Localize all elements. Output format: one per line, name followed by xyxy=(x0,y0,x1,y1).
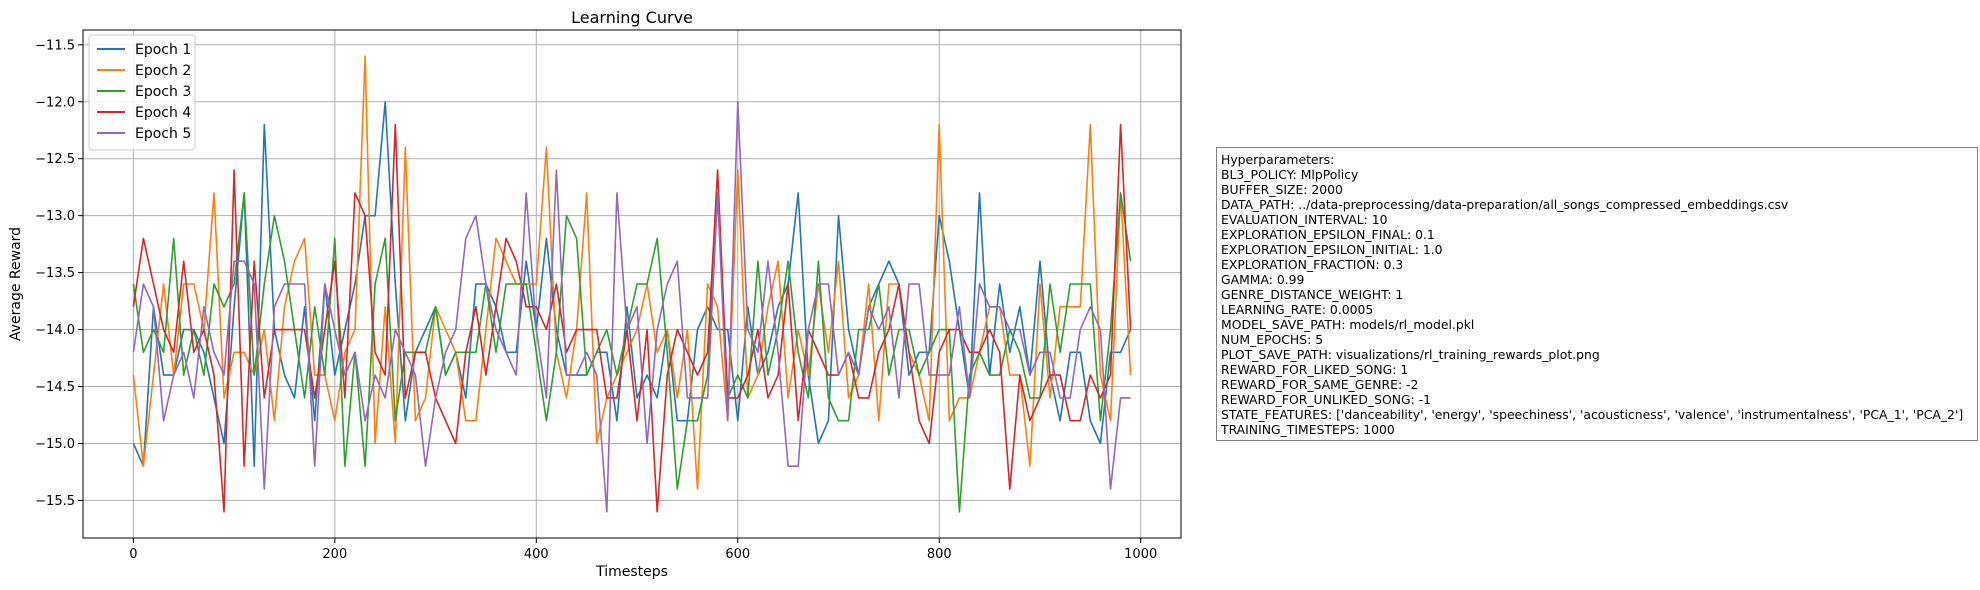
series-line-epoch-3 xyxy=(132,192,1132,513)
hyperparameter-line: REWARD_FOR_UNLIKED_SONG: -1 xyxy=(1221,392,1432,407)
legend-label: Epoch 1 xyxy=(135,42,191,58)
y-tick-label: −12.0 xyxy=(35,95,75,110)
hyperparameter-line: GAMMA: 0.99 xyxy=(1221,272,1305,287)
x-tick-label: 200 xyxy=(322,547,347,562)
hyperparameter-line: REWARD_FOR_LIKED_SONG: 1 xyxy=(1221,362,1409,377)
y-tick-label: −15.0 xyxy=(35,437,75,452)
legend: Epoch 1 Epoch 2 Epoch 3 Epoch 4 Epoch 5 xyxy=(88,34,196,151)
hyperparameter-line: DATA_PATH: ../data-preprocessing/data-pr… xyxy=(1221,197,1789,212)
y-tick-label: −13.0 xyxy=(35,209,75,224)
hyperparameter-line: REWARD_FOR_SAME_GENRE: -2 xyxy=(1221,377,1419,392)
y-tick-label: −12.5 xyxy=(35,152,75,167)
y-axis-ticks: −15.5 −15.0 −14.5 −14.0 −13.5 −13.0 −12.5 −12.0… xyxy=(35,38,83,509)
legend-label: Epoch 4 xyxy=(135,105,191,121)
x-tick-label: 800 xyxy=(927,547,952,562)
series-lines xyxy=(132,55,1132,513)
hyperparameter-line: TRAINING_TIMESTEPS: 1000 xyxy=(1221,422,1395,437)
legend-label: Epoch 5 xyxy=(135,126,191,142)
hyperparameter-line: MODEL_SAVE_PATH: models/rl_model.pkl xyxy=(1221,317,1475,332)
hyperparameters-heading: Hyperparameters: xyxy=(1221,152,1335,167)
hyperparameter-line: NUM_EPOCHS: 5 xyxy=(1221,332,1324,347)
y-tick-label: −14.0 xyxy=(35,323,75,338)
hyperparameter-line: EXPLORATION_FRACTION: 0.3 xyxy=(1221,257,1404,272)
x-tick-label: 600 xyxy=(725,547,750,562)
plot-frame xyxy=(82,29,1182,539)
hyperparameter-line: LEARNING_RATE: 0.0005 xyxy=(1221,302,1374,317)
hyperparameter-line: STATE_FEATURES: ['danceability', 'energy… xyxy=(1221,407,1964,422)
series-line-epoch-4 xyxy=(132,123,1132,513)
learning-curve-chart: 0 200 400 600 800 1000 −15.5−15.0−14.5−14.0−1… xyxy=(8,8,1182,580)
hyperparameter-line: PLOT_SAVE_PATH: visualizations/rl_traini… xyxy=(1221,347,1600,362)
x-tick-label: 400 xyxy=(524,547,549,562)
series-line-epoch-5 xyxy=(132,101,1131,513)
hyperparameter-line: BL3_POLICY: MlpPolicy xyxy=(1221,167,1359,182)
hyperparameter-line: BUFFER_SIZE: 2000 xyxy=(1221,182,1343,197)
legend-box xyxy=(88,34,196,151)
hyperparameter-line: EXPLORATION_EPSILON_FINAL: 0.1 xyxy=(1221,227,1435,242)
x-tick-label: 1000 xyxy=(1124,547,1157,562)
legend-label: Epoch 2 xyxy=(135,63,191,79)
legend-label: Epoch 3 xyxy=(135,84,191,100)
hyperparameters-box: Hyperparameters: BL3_POLICY: MlpPolicy B… xyxy=(1216,147,1978,441)
series-line-epoch-2 xyxy=(132,55,1132,490)
series-line-epoch-1 xyxy=(132,101,1132,468)
hyperparameter-line: EVALUATION_INTERVAL: 10 xyxy=(1221,212,1388,227)
y-tick-label: −13.5 xyxy=(35,266,75,281)
hyperparameter-line: EXPLORATION_EPSILON_INITIAL: 1.0 xyxy=(1221,242,1443,257)
chart-title: Learning Curve xyxy=(571,8,693,27)
y-tick-label: −15.5 xyxy=(35,494,75,509)
x-tick-label: 0 xyxy=(129,547,137,562)
x-axis-ticks: 0 200 400 600 800 1000 xyxy=(129,538,1157,562)
y-axis-title: Average Reward xyxy=(8,227,24,341)
y-tick-label: −11.5 xyxy=(35,38,75,53)
hyperparameter-line: GENRE_DISTANCE_WEIGHT: 1 xyxy=(1221,287,1404,302)
y-tick-label: −14.5 xyxy=(35,380,75,395)
x-axis-title: Timesteps xyxy=(595,564,668,580)
